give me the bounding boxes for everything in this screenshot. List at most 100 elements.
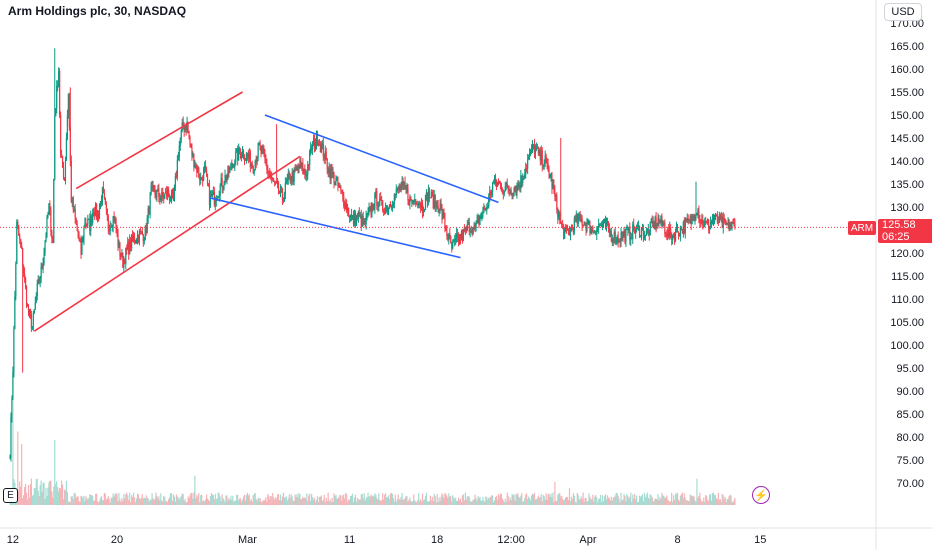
candle-body [285, 182, 287, 184]
volume-bar [385, 497, 388, 505]
volume-bar [108, 499, 110, 505]
candle-body [175, 176, 177, 178]
candle-body [688, 219, 690, 221]
candle-body [587, 221, 589, 224]
candle-body [703, 226, 705, 228]
volume-bar [634, 494, 636, 505]
candle-body [268, 171, 270, 174]
volume-bar [589, 496, 591, 505]
candle-body [197, 167, 199, 173]
earnings-badge[interactable]: E [3, 488, 18, 503]
volume-bar [371, 495, 373, 505]
candle-body [32, 313, 34, 327]
volume-bar [210, 493, 213, 505]
volume-bar [524, 497, 526, 505]
volume-bar [87, 499, 89, 505]
volume-bar [46, 496, 48, 505]
candle-body [168, 189, 170, 196]
volume-bar [714, 494, 717, 505]
volume-bar [368, 496, 370, 505]
volume-bar [320, 495, 322, 505]
volume-bar [59, 488, 62, 505]
candle-body [439, 203, 441, 212]
volume-bar [591, 498, 593, 505]
volume-bar [145, 495, 147, 505]
candle-body [240, 153, 242, 159]
candle-body [509, 190, 511, 192]
candle-body [40, 266, 42, 279]
volume-bar [716, 499, 718, 505]
volume-bar [579, 498, 581, 505]
candle-body [613, 231, 615, 244]
volume-bar [321, 500, 323, 505]
candle-body [251, 163, 253, 167]
candle-body [76, 223, 78, 231]
volume-bar [357, 499, 359, 505]
volume-bar [696, 478, 698, 505]
candle-body [631, 237, 633, 240]
volume-bar [661, 492, 663, 505]
candle-body [511, 193, 513, 195]
volume-bar [560, 496, 562, 505]
candle-body [423, 209, 426, 212]
candle-body [373, 207, 375, 210]
candle-body [210, 193, 213, 197]
candle-body [274, 182, 276, 184]
volume-bar [306, 493, 308, 505]
candle-body [337, 177, 339, 186]
volume-bar [733, 500, 735, 505]
volume-bar [59, 488, 61, 505]
volume-bar [424, 496, 427, 505]
candle-body [535, 148, 538, 150]
candle-body [134, 241, 137, 243]
candle-body [234, 162, 236, 168]
volume-bar [160, 493, 162, 505]
volume-bar [167, 502, 169, 505]
candle-body [673, 234, 676, 242]
candle-body [25, 286, 28, 306]
volume-bar [729, 494, 731, 505]
bar-countdown: 06:25 [882, 231, 910, 243]
candle-body [591, 226, 593, 231]
volume-bar [626, 494, 628, 505]
candle-body [732, 222, 734, 224]
candle-body [729, 225, 731, 231]
volume-bar [722, 495, 724, 505]
lightning-icon[interactable]: ⚡ [752, 486, 770, 504]
candle-body [151, 185, 153, 188]
volume-bar [99, 497, 102, 505]
candle-body [133, 236, 136, 242]
volume-bar [315, 500, 318, 505]
candle-body [650, 219, 652, 223]
volume-bar [602, 501, 605, 505]
y-tick-label: 120.00 [890, 248, 924, 260]
volume-bar [727, 498, 729, 505]
volume-bar [528, 496, 530, 505]
volume-bar [67, 501, 69, 505]
candle-body [694, 217, 696, 222]
candle-body [495, 182, 498, 187]
volume-bar [113, 496, 115, 505]
volume-bar [436, 493, 438, 505]
volume-bar [421, 493, 424, 505]
volume-bar [648, 498, 650, 505]
volume-bar [400, 496, 402, 505]
candle-body [112, 216, 114, 227]
currency-button[interactable]: USD [884, 3, 922, 21]
volume-bar [144, 498, 146, 505]
volume-bar [448, 493, 450, 505]
candle-body [418, 203, 420, 206]
volume-bar [55, 484, 57, 505]
candle-body [668, 229, 670, 238]
candle-body [389, 204, 392, 207]
candle-body [408, 200, 410, 205]
candle-body [73, 209, 75, 211]
volume-bar [675, 494, 678, 505]
candle-body [180, 130, 182, 140]
candle-body [722, 217, 724, 228]
candle-body [332, 172, 334, 174]
volume-bar [407, 501, 409, 505]
volume-bar [121, 497, 123, 505]
volume-bar [130, 502, 132, 505]
